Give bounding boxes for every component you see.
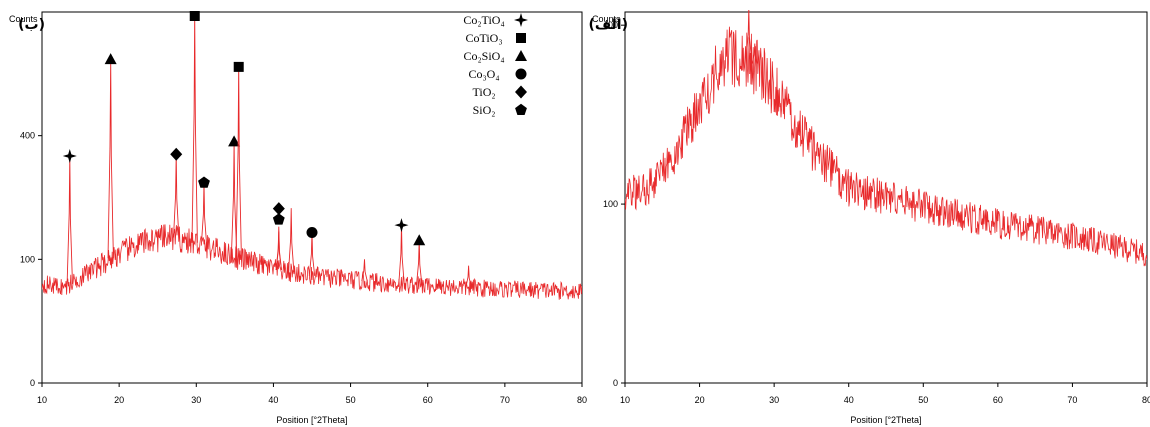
diffraction-peak: [235, 62, 242, 258]
y-tick-label: 100: [603, 199, 618, 209]
diffraction-peak: [361, 259, 368, 282]
x-tick-label: 50: [346, 395, 356, 405]
x-axis-label: Position [°2Theta]: [850, 415, 921, 425]
legend-entry-label: CoTiO₃: [465, 31, 502, 45]
x-tick-label: 80: [577, 395, 587, 405]
peak-marker-square-icon: [189, 11, 200, 21]
x-tick-label: 40: [844, 395, 854, 405]
x-tick-label: 60: [423, 395, 433, 405]
y-tick-label: 100: [20, 254, 35, 264]
peak-marker-triangle-icon: [104, 53, 117, 65]
y-tick-label: 0: [30, 378, 35, 388]
plot-frame: [624, 11, 1148, 384]
legend-entry-label: Co₂TiO₄: [463, 13, 504, 27]
diffraction-peak: [288, 208, 295, 273]
peak-marker-square-icon: [233, 61, 244, 72]
peak-marker-triangle-icon: [228, 135, 241, 147]
peak-marker-triangle-icon: [413, 234, 426, 246]
x-tick-label: 80: [1142, 395, 1150, 405]
x-axis-label: Position [°2Theta]: [276, 415, 347, 425]
y-tick-label: 400: [20, 131, 35, 141]
legend-triangle-icon: [515, 50, 527, 61]
diffraction-peak: [751, 43, 758, 64]
peak-marker-circle-icon: [306, 227, 318, 239]
x-tick-label: 70: [1067, 395, 1077, 405]
diffraction-peak: [200, 181, 208, 246]
x-tick-label: 10: [620, 395, 630, 405]
y-tick-label: 0: [613, 378, 618, 388]
panel-label: (ب): [18, 17, 45, 33]
diffraction-peak: [416, 239, 423, 286]
legend-entry-label: Co₂SiO₄: [463, 49, 504, 63]
peak-marker-cross-icon: [394, 218, 409, 233]
diffraction-peak: [398, 224, 405, 285]
diffraction-peak: [275, 231, 282, 270]
diffraction-peak: [745, 10, 752, 58]
xrd-panel-1: 0 100 400 10 20 30 40 50 60 70 80 Counts Position [°…: [9, 11, 587, 425]
x-tick-label: 30: [769, 395, 779, 405]
legend-square-icon: [516, 33, 526, 43]
plot-frame: [41, 11, 583, 384]
panel-label: (الف): [588, 17, 628, 33]
diffraction-peak: [173, 153, 180, 238]
y-tick-label: 400: [603, 20, 618, 30]
legend-diamond-icon: [515, 85, 527, 99]
peak-marker-cross-icon: [62, 148, 77, 163]
diffraction-peak: [465, 265, 472, 288]
x-tick-label: 30: [191, 395, 201, 405]
y-unit-label: Counts: [9, 14, 38, 24]
y-unit-label: Counts: [592, 14, 621, 24]
x-tick-label: 40: [268, 395, 278, 405]
diffraction-trace: [42, 224, 582, 300]
legend-entry-label: SiO₂: [473, 103, 496, 117]
peak-marker-diamond-icon: [272, 202, 285, 216]
x-tick-label: 60: [993, 395, 1003, 405]
diffraction-trace: [625, 26, 1147, 267]
x-tick-label: 20: [114, 395, 124, 405]
xrd-panel-2: 0 100 400 10 20 30 40 50 60 70 80 Counts Position [°…: [588, 10, 1150, 425]
x-tick-label: 20: [695, 395, 705, 405]
peak-marker-diamond-icon: [170, 147, 183, 161]
legend-entry-label: TiO₂: [472, 85, 495, 99]
x-tick-label: 70: [500, 395, 510, 405]
peak-marker-pentagon-icon: [272, 213, 285, 225]
legend-circle-icon: [515, 68, 527, 80]
legend-cross-icon: [514, 13, 528, 27]
diffraction-peak: [308, 231, 316, 276]
x-tick-label: 10: [37, 395, 47, 405]
diffraction-peak: [191, 11, 198, 243]
legend: Co₂TiO₄ CoTiO₃ Co₂SiO₄ Co₃O₄ TiO₂ SiO₂: [463, 13, 528, 117]
x-tick-label: 50: [918, 395, 928, 405]
diffraction-peak: [107, 58, 114, 259]
legend-entry-label: Co₃O₄: [468, 67, 499, 81]
peak-marker-pentagon-icon: [198, 176, 210, 188]
legend-pentagon-icon: [515, 103, 527, 115]
diffraction-peak: [66, 154, 73, 285]
